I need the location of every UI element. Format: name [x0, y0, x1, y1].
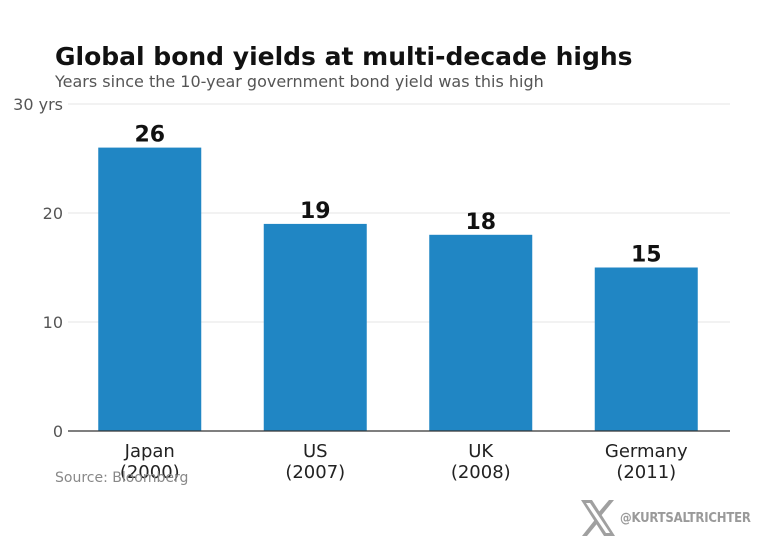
x-tick-label-year: (2008) — [451, 462, 511, 483]
bar — [263, 223, 367, 431]
y-tick-label: 10 — [43, 313, 63, 332]
x-tick-label-year: (2000) — [120, 462, 180, 483]
bar-value-label: 15 — [631, 243, 662, 268]
watermark: @KURTSALTRICHTER — [578, 498, 751, 538]
bar — [594, 267, 698, 431]
chart-subtitle: Years since the 10-year government bond … — [55, 72, 544, 91]
bar-value-label: 26 — [134, 123, 165, 148]
bar-value-label: 19 — [300, 199, 331, 224]
y-tick-label: 30 yrs — [13, 95, 63, 114]
bar — [98, 147, 202, 431]
x-tick-label: Japan — [124, 441, 175, 462]
y-tick-label: 20 — [43, 204, 63, 223]
bar-value-label: 18 — [465, 210, 496, 235]
x-tick-label-year: (2007) — [285, 462, 345, 483]
source-note: Source: Bloomberg — [55, 470, 189, 486]
x-logo-icon — [581, 500, 615, 536]
x-tick-label: UK — [468, 441, 494, 462]
bar — [429, 234, 533, 431]
x-tick-label: Germany — [605, 441, 688, 462]
x-tick-label-year: (2011) — [616, 462, 676, 483]
x-tick-label: US — [303, 441, 328, 462]
watermark-handle: @KURTSALTRICHTER — [620, 510, 751, 526]
chart-title: Global bond yields at multi-decade highs — [55, 42, 633, 71]
y-tick-label: 0 — [53, 422, 63, 441]
